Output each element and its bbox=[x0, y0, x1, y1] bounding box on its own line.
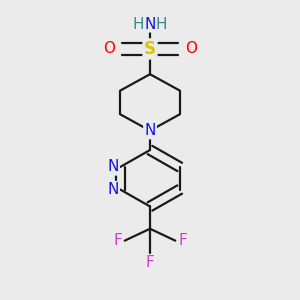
Text: O: O bbox=[103, 41, 115, 56]
Text: F: F bbox=[113, 233, 122, 248]
Text: N: N bbox=[107, 182, 119, 197]
Text: N: N bbox=[144, 123, 156, 138]
Text: N: N bbox=[144, 17, 156, 32]
Text: F: F bbox=[146, 255, 154, 270]
Text: S: S bbox=[144, 40, 156, 58]
Text: H: H bbox=[133, 17, 145, 32]
Text: H: H bbox=[155, 17, 167, 32]
Text: F: F bbox=[178, 233, 187, 248]
Text: N: N bbox=[107, 159, 119, 174]
Text: O: O bbox=[185, 41, 197, 56]
